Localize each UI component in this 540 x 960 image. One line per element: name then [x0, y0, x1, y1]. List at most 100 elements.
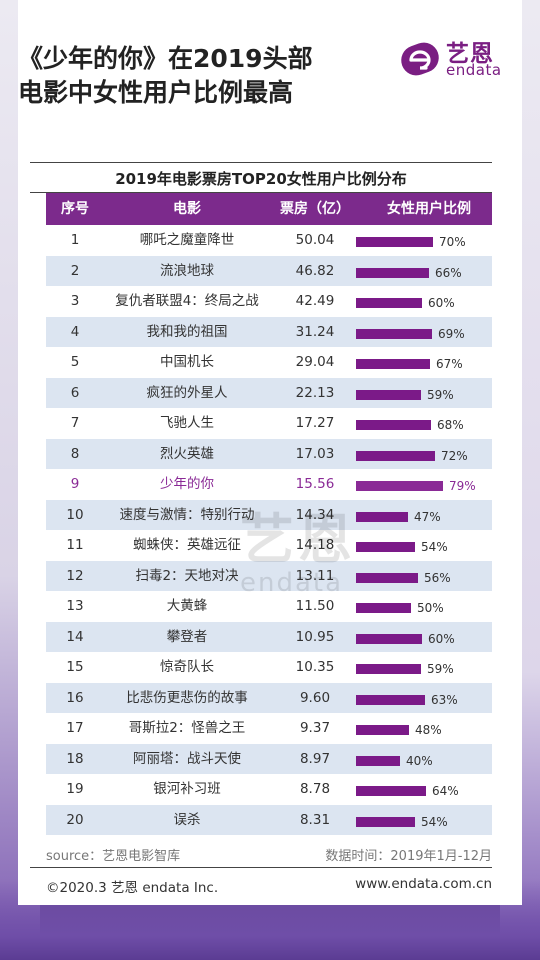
female-ratio-label: 72% [441, 448, 468, 463]
female-ratio-bar [356, 359, 430, 369]
female-ratio-bar [356, 786, 426, 796]
row-box-office: 46.82 [295, 262, 335, 279]
row-rank: 12 [66, 567, 84, 584]
row-rank: 3 [70, 293, 80, 309]
row-box-office: 9.60 [299, 689, 331, 706]
female-ratio-bar [356, 298, 422, 308]
row-box-office: 8.31 [299, 811, 331, 828]
source-note: source：艺恩电影智库 [46, 849, 181, 864]
row-box-office: 11.50 [295, 598, 335, 614]
female-ratio-label: 59% [427, 662, 454, 676]
table-title: 2019年电影票房TOP20女性用户比例分布 [115, 170, 407, 188]
table-row: 12 扫毒2：天地对决 13.11 56% [46, 560, 492, 591]
row-rank: 15 [66, 659, 84, 675]
row-movie-title: 哪吒之魔童降世 [139, 232, 235, 248]
table-row: 7 飞驰人生 17.27 68% [46, 408, 492, 439]
watermark-cn: 艺恩 [240, 508, 356, 571]
row-rank: 2 [70, 262, 80, 279]
row-movie-title: 速度与激情：特别行动 [119, 506, 255, 523]
row-box-office: 13.11 [295, 567, 335, 584]
table-row: 4 我和我的祖国 31.24 69% [46, 316, 492, 347]
row-movie-title: 银河补习班 [153, 781, 221, 797]
female-ratio-bar [356, 481, 443, 491]
row-box-office: 42.49 [295, 293, 335, 309]
row-rank: 1 [70, 232, 80, 248]
row-box-office: 14.18 [295, 537, 335, 553]
row-movie-title: 中国机长 [160, 354, 214, 370]
row-rank: 19 [66, 781, 84, 797]
female-ratio-bar [356, 389, 421, 400]
row-rank: 16 [66, 689, 84, 706]
female-ratio-bar [356, 511, 408, 522]
female-ratio-bar [356, 237, 433, 247]
row-movie-title: 复仇者联盟4：终局之战 [115, 293, 259, 309]
headline: 《少年的你》在2019头部 电影中女性用户比例最高 [18, 42, 378, 110]
website-link[interactable]: www.endata.com.cn [355, 876, 492, 892]
female-ratio-bar [356, 664, 421, 674]
row-movie-title: 我和我的祖国 [146, 323, 228, 340]
female-ratio-label: 60% [428, 296, 455, 310]
headline-line-2: 电影中女性用户比例最高 [18, 78, 294, 107]
female-ratio-bar [356, 420, 431, 430]
data-time-note: 数据时间：2019年1月-12月 [325, 849, 492, 864]
row-rank: 9 [70, 476, 80, 492]
table-row: 6 疯狂的外星人 22.13 59% [46, 377, 492, 408]
female-ratio-label: 70% [439, 235, 466, 249]
female-ratio-label: 54% [421, 540, 448, 554]
table-row: 19 银河补习班 8.78 64% [46, 774, 492, 805]
row-movie-title: 飞驰人生 [160, 415, 214, 431]
table-row: 2 流浪地球 46.82 66% [46, 255, 492, 286]
row-box-office: 17.27 [295, 415, 335, 431]
row-box-office: 9.37 [299, 720, 331, 736]
table-row: 18 阿丽塔：战斗天使 8.97 40% [46, 743, 492, 774]
female-ratio-label: 59% [427, 387, 454, 402]
row-movie-title: 大黄蜂 [166, 598, 208, 614]
row-box-office: 50.04 [295, 232, 335, 248]
row-movie-title: 扫毒2：天地对决 [135, 567, 239, 584]
watermark: 艺恩 endata [240, 495, 356, 598]
row-box-office: 10.95 [295, 628, 335, 645]
female-ratio-bar [356, 633, 422, 644]
row-movie-title: 流浪地球 [160, 262, 214, 279]
row-rank: 14 [66, 628, 84, 645]
row-box-office: 8.97 [299, 750, 331, 767]
female-ratio-label: 69% [438, 326, 465, 341]
table-row: 13 大黄蜂 11.50 50% [46, 591, 492, 622]
table-header: 序号 电影 票房（亿） 女性用户比例 [46, 193, 492, 225]
row-rank: 17 [66, 720, 84, 736]
column-header-rank: 序号 [61, 201, 89, 217]
female-ratio-label: 50% [417, 601, 444, 615]
female-ratio-label: 54% [421, 814, 448, 829]
row-box-office: 22.13 [295, 384, 335, 401]
female-ratio-bar [356, 450, 435, 461]
female-ratio-bar [356, 267, 429, 278]
female-ratio-label: 56% [424, 570, 451, 585]
table-body: 1 哪吒之魔童降世 50.04 70% 2 流浪地球 46.82 66% 3 复仇者联盟4：终局之… [46, 225, 492, 835]
row-movie-title: 少年的你 [160, 476, 214, 492]
female-ratio-bar [356, 572, 418, 583]
table-row: 5 中国机长 29.04 67% [46, 347, 492, 378]
row-box-office: 29.04 [295, 354, 335, 370]
female-ratio-bar [356, 328, 432, 339]
column-header-box-office: 票房（亿） [280, 201, 350, 217]
row-movie-title: 比悲伤更悲伤的故事 [126, 689, 248, 706]
column-header-female-ratio: 女性用户比例 [387, 201, 471, 217]
female-ratio-label: 79% [449, 479, 476, 493]
female-ratio-bar [356, 725, 409, 735]
row-box-office: 8.78 [299, 781, 331, 797]
footer-rule [30, 867, 492, 868]
row-movie-title: 疯狂的外星人 [146, 384, 228, 401]
row-movie-title: 惊奇队长 [160, 659, 214, 675]
table-row: 10 速度与激情：特别行动 14.34 47% [46, 499, 492, 530]
table-row: 8 烈火英雄 17.03 72% [46, 438, 492, 469]
row-rank: 10 [66, 506, 84, 523]
row-rank: 8 [70, 445, 80, 462]
table-row: 20 误杀 8.31 54% [46, 804, 492, 835]
female-ratio-label: 64% [432, 784, 459, 798]
table-row: 15 惊奇队长 10.35 59% [46, 652, 492, 683]
row-rank: 20 [66, 811, 84, 828]
column-header-movie: 电影 [173, 201, 201, 217]
row-rank: 11 [66, 537, 84, 553]
row-box-office: 17.03 [295, 445, 335, 462]
brand-name-cn: 艺恩 [446, 41, 494, 67]
